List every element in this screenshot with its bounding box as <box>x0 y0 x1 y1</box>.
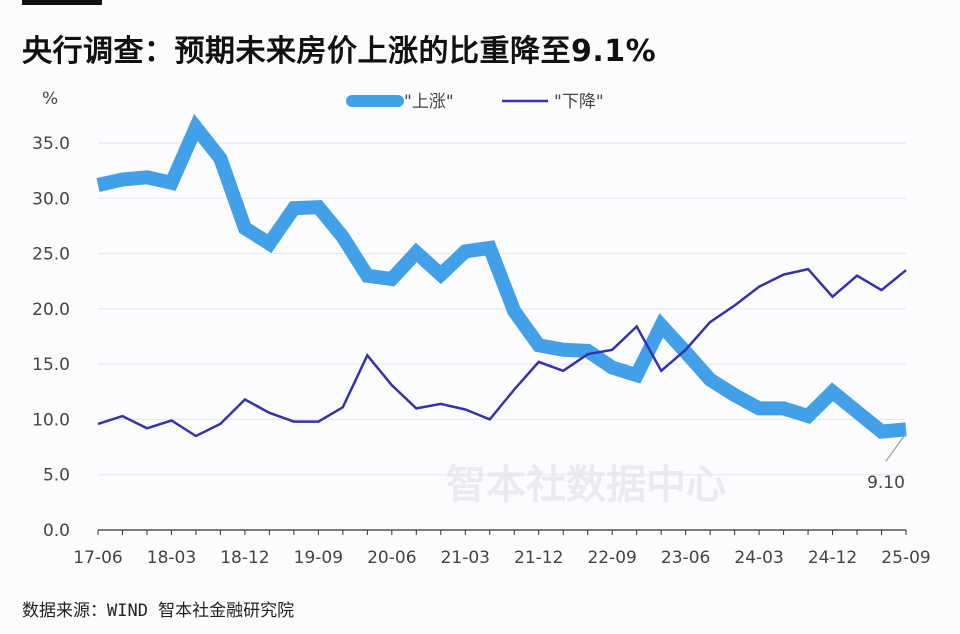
y-tick-label: 35.0 <box>32 134 70 154</box>
x-tick-label: 25-09 <box>881 548 930 568</box>
y-tick-label: 30.0 <box>32 189 70 209</box>
x-tick-label: 18-03 <box>147 548 196 568</box>
legend-label-rise: "上涨" <box>404 92 454 112</box>
series-line-fall <box>97 267 907 438</box>
x-tick-label: 22-09 <box>587 548 636 568</box>
chart-title: 央行调查：预期未来房价上涨的比重降至9.1% <box>22 34 657 69</box>
annotation-label: 9.10 <box>867 473 905 493</box>
y-tick-label: 5.0 <box>43 466 70 486</box>
x-tick-label: 21-12 <box>514 548 563 568</box>
x-tick-label: 24-03 <box>734 548 783 568</box>
x-tick-label: 20-06 <box>367 548 416 568</box>
top-accent-bar <box>22 0 102 5</box>
x-tick-label: 24-12 <box>808 548 857 568</box>
x-tick-label: 18-12 <box>220 548 269 568</box>
y-tick-label: 10.0 <box>32 410 70 430</box>
x-tick-label: 19-09 <box>294 548 343 568</box>
y-tick-label: 0.0 <box>43 521 70 541</box>
y-axis-unit: % <box>42 89 58 109</box>
x-tick-label: 21-03 <box>441 548 490 568</box>
x-tick-label: 17-06 <box>73 548 122 568</box>
y-tick-label: 20.0 <box>32 300 70 320</box>
data-source: 数据来源：WIND 智本社金融研究院 <box>22 601 295 621</box>
series-line-rise <box>96 114 907 439</box>
watermark: 智本社数据中心 <box>446 462 726 508</box>
legend-label-fall: "下降" <box>554 92 604 112</box>
y-tick-label: 15.0 <box>32 355 70 375</box>
x-tick-label: 23-06 <box>661 548 710 568</box>
y-tick-label: 25.0 <box>32 245 70 265</box>
annotation-leader <box>885 433 907 462</box>
